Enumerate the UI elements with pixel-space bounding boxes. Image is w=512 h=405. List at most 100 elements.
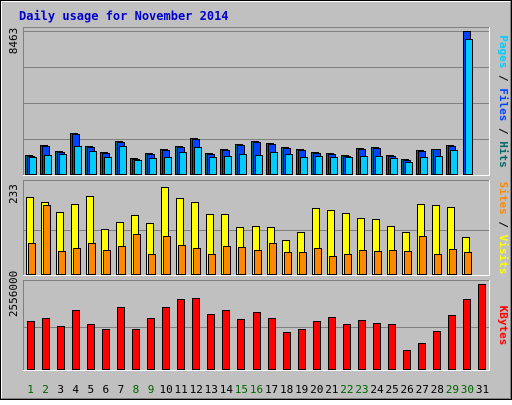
legend-entry: Visits (497, 235, 510, 275)
bar-pages (450, 150, 458, 175)
bar-pages (134, 160, 142, 175)
bar-sites (73, 248, 81, 275)
bar-pages (89, 151, 97, 175)
x-tick-label: 6 (103, 383, 110, 396)
bar-pages (179, 152, 187, 175)
legend-entry: / (497, 68, 510, 88)
legend-entry: KBytes (497, 306, 510, 346)
bar-pages (285, 154, 293, 175)
bar-kbytes (388, 324, 396, 370)
bar-sites (284, 252, 292, 275)
bar-pages (29, 157, 37, 175)
x-tick-label: 29 (446, 383, 459, 396)
bar-sites (148, 254, 156, 275)
bar-sites (118, 246, 126, 275)
bar-sites (329, 256, 337, 275)
x-tick-label: 5 (87, 383, 94, 396)
bar-pages (74, 146, 82, 175)
x-tick-label: 7 (118, 383, 125, 396)
bar-sites (43, 205, 51, 275)
bar-sites (359, 250, 367, 275)
x-tick-label: 26 (401, 383, 414, 396)
bar-kbytes (72, 310, 80, 370)
series-sites (28, 205, 472, 275)
x-tick-label: 30 (461, 383, 474, 396)
bar-sites (449, 249, 457, 275)
bar-sites (269, 243, 277, 275)
bar-pages (224, 156, 232, 175)
panel-hits-files-pages: 8463 Pages / Files / Hits (7, 27, 510, 176)
x-tick-label: 23 (355, 383, 368, 396)
bar-kbytes (268, 318, 276, 370)
bar-kbytes (177, 299, 185, 370)
bar-pages (44, 155, 52, 175)
bar-kbytes (27, 321, 35, 370)
bar-pages (59, 154, 67, 175)
bar-pages (390, 158, 398, 175)
bar-sites (88, 243, 96, 275)
bar-pages (375, 156, 383, 175)
bar-sites (314, 248, 322, 275)
series-kbytes (27, 284, 486, 370)
x-tick-label: 31 (476, 383, 489, 396)
series-pages (29, 39, 473, 175)
x-tick-label: 21 (325, 383, 338, 396)
bar-kbytes (328, 317, 336, 370)
bar-kbytes (87, 324, 95, 370)
bar-pages (104, 157, 112, 175)
bar-kbytes (132, 329, 140, 370)
bar-pages (119, 146, 127, 175)
bar-sites (178, 245, 186, 275)
bar-kbytes (57, 326, 65, 370)
chart-panels: 8463 Pages / Files / Hits 233 Sites / Visit… (7, 27, 510, 371)
bar-kbytes (237, 319, 245, 370)
legend-entry: Files (497, 88, 510, 121)
x-tick-label: 2 (42, 383, 49, 396)
bar-sites (223, 246, 231, 275)
bar-pages (209, 157, 217, 175)
legend-entry: / (497, 121, 510, 141)
x-tick-label: 10 (159, 383, 172, 396)
bar-kbytes (403, 350, 411, 370)
bar-sites (133, 234, 141, 275)
bar-sites (299, 252, 307, 275)
panel-visits-sites: 233 Sites / Visits (7, 180, 510, 276)
bar-sites (103, 250, 111, 275)
bar-kbytes (207, 314, 215, 370)
bar-sites (163, 236, 171, 275)
bar-pages (435, 156, 443, 175)
x-axis-labels: 1 2 3 4 5 6 7 8 9 10 11 12 13 14 15 16 17 18 19 20 21 22 23 24 2… (27, 383, 489, 396)
bar-sites (434, 254, 442, 275)
x-tick-label: 14 (220, 383, 234, 396)
bar-kbytes (283, 332, 291, 370)
bar-kbytes (102, 329, 110, 370)
bar-kbytes (162, 307, 170, 370)
bar-pages (300, 157, 308, 175)
bar-pages (270, 152, 278, 175)
bar-kbytes (192, 298, 200, 370)
x-tick-label: 17 (265, 383, 278, 396)
max-value-label: 2556000 (7, 271, 20, 317)
series-legend: KBytes (497, 306, 510, 346)
legend-entry: Pages (497, 35, 510, 68)
series-legend: Sites / Visits (497, 182, 510, 275)
legend-entry: / (497, 215, 510, 235)
bar-pages (194, 147, 202, 175)
x-tick-label: 8 (133, 383, 140, 396)
bar-sites (208, 254, 216, 275)
bar-pages (239, 154, 247, 175)
x-tick-label: 9 (148, 383, 155, 396)
max-value-label: 233 (7, 184, 20, 204)
x-tick-label: 4 (72, 383, 79, 396)
bar-kbytes (463, 299, 471, 370)
bar-pages (360, 156, 368, 175)
bar-kbytes (373, 323, 381, 370)
bar-kbytes (253, 312, 261, 370)
x-tick-label: 1 (27, 383, 34, 396)
x-tick-label: 15 (235, 383, 248, 396)
bar-kbytes (433, 331, 441, 370)
panel-kbytes: 2556000 KBytes (7, 271, 510, 371)
x-tick-label: 19 (295, 383, 308, 396)
bar-pages (255, 155, 263, 175)
